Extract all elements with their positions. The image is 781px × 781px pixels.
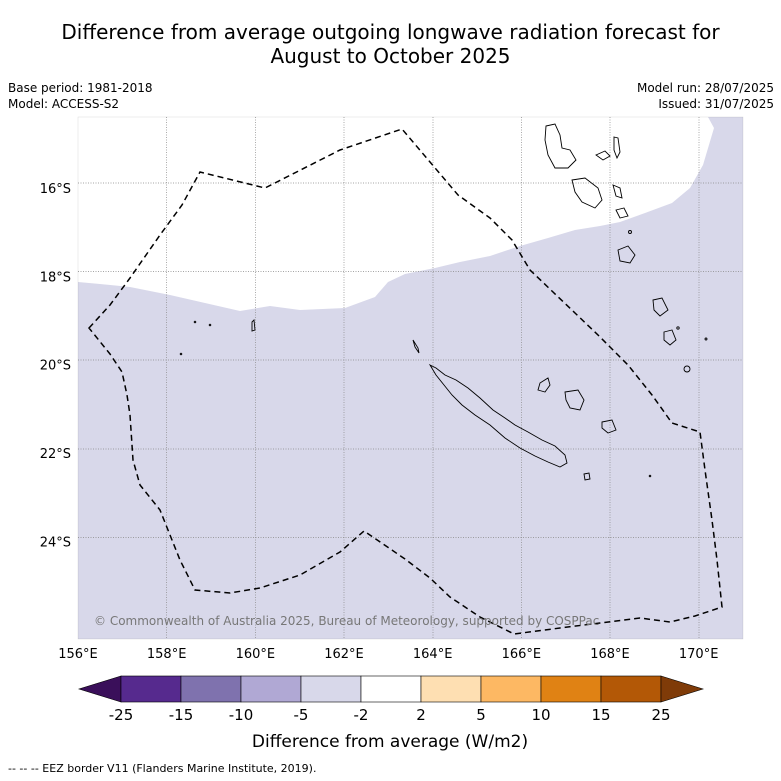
eez-legend-note: -- -- -- EEZ border V11 (Flanders Marine… (8, 762, 317, 775)
map-frame (77, 116, 744, 640)
colorbar-swatch (420, 675, 482, 703)
colorbar-swatch (180, 675, 242, 703)
vanuatu-malakula (571, 177, 603, 209)
colorbar-tick-label: -15 (169, 706, 194, 724)
colorbar-swatch (480, 675, 542, 703)
colorbar-tick-labels: -25 -15 -10 -5 -2 2 5 10 15 25 (109, 706, 671, 724)
latitude-tick-label: 18°S (40, 270, 71, 285)
colorbar-tick-label: 10 (531, 706, 550, 724)
anomaly-near-average-region (78, 117, 714, 311)
longitude-tick-label: 164°E (413, 647, 453, 662)
longitude-tick-label: 158°E (147, 647, 187, 662)
title-line-1: Difference from average outgoing longwav… (61, 20, 720, 44)
copyright-text: © Commonwealth of Australia 2025, Bureau… (94, 614, 599, 628)
vanuatu-aneityum (663, 329, 677, 346)
latitude-tick-label: 24°S (40, 536, 71, 551)
longitude-tick-label: 168°E (590, 647, 630, 662)
loyalty-ouvea (537, 377, 551, 393)
colorbar-extend-high (660, 675, 705, 703)
colorbar-swatch (360, 675, 422, 703)
vanuatu-tanna (652, 297, 669, 317)
meta-left: Base period: 1981-2018 Model: ACCESS-S2 (8, 80, 153, 112)
colorbar-swatch (240, 675, 302, 703)
longitude-tick-label: 160°E (236, 647, 276, 662)
colorbar-tick-label: 25 (651, 706, 670, 724)
longitude-tick-label: 156°E (58, 647, 98, 662)
vanuatu-maewo (613, 136, 621, 160)
small-islet (676, 326, 680, 330)
small-islet (179, 352, 183, 356)
vanuatu-pentecost (612, 184, 623, 199)
model-run: Model run: 28/07/2025 (636, 81, 774, 95)
latitude-tick-label: 20°S (40, 359, 71, 374)
colorbar-tick-label: 2 (416, 706, 426, 724)
vanuatu-efate (615, 207, 629, 219)
vanuatu-ambae (595, 150, 611, 161)
model-name: Model: ACCESS-S2 (8, 97, 120, 111)
vanuatu-espiritu-santo (544, 123, 577, 169)
colorbar-swatch (540, 675, 602, 703)
islands (179, 123, 708, 481)
longitude-tick-label: 162°E (324, 647, 364, 662)
chart-title: Difference from average outgoing longwav… (0, 20, 781, 68)
loyalty-mare (601, 419, 617, 434)
small-islet (208, 323, 212, 327)
matthew-island (683, 365, 691, 373)
small-islet (648, 474, 652, 478)
latitude-tick-label: 22°S (40, 447, 71, 462)
colorbar-tick-label: -2 (354, 706, 369, 724)
new-caledonia-island (428, 363, 568, 468)
colorbar-tick-label: -25 (109, 706, 134, 724)
gridlines (78, 117, 743, 639)
colorbar-swatch (120, 675, 182, 703)
small-islet (193, 320, 197, 324)
colorbar-tick-label: -5 (294, 706, 309, 724)
colorbar-swatch (600, 675, 662, 703)
colorbar-label: Difference from average (W/m2) (252, 732, 528, 752)
eez-border (88, 128, 723, 635)
colorbar-tick-label: 5 (476, 706, 486, 724)
small-islet (628, 230, 632, 234)
colorbar (77, 675, 705, 703)
longitude-tick-label: 170°E (679, 647, 719, 662)
latitude-labels: 16°S 18°S 20°S 22°S 24°S (40, 182, 71, 551)
vanuatu-erromango (617, 245, 636, 264)
colorbar-tick-label: 15 (591, 706, 610, 724)
title-line-2: August to October 2025 (270, 44, 511, 68)
colorbar-tick-label: -10 (229, 706, 254, 724)
colorbar-swatch (300, 675, 362, 703)
chesterfield-reef (251, 319, 256, 332)
colorbar-extend-low (77, 675, 122, 703)
base-period: Base period: 1981-2018 (8, 81, 153, 95)
longitude-labels: 156°E 158°E 160°E 162°E 164°E 166°E 168°E 170°E (58, 647, 718, 662)
meta-right: Model run: 28/07/2025 Issued: 31/07/2025 (637, 80, 774, 112)
small-islet (704, 337, 708, 341)
loyalty-lifou (564, 389, 585, 411)
issued-date: Issued: 31/07/2025 (658, 97, 774, 111)
grande-terre-north-tip (412, 339, 420, 354)
longitude-tick-label: 166°E (502, 647, 542, 662)
latitude-tick-label: 16°S (40, 182, 71, 197)
isle-of-pines (583, 472, 591, 481)
